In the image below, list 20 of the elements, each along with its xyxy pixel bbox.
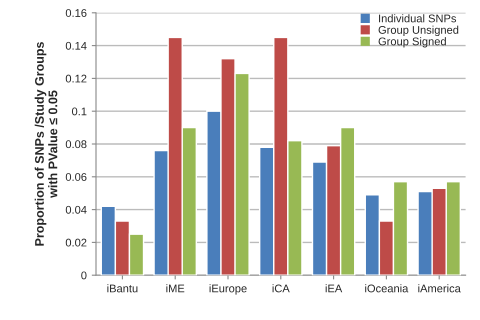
x-tick-label: iEA	[326, 284, 342, 292]
x-tick-label: iCA	[272, 284, 290, 292]
x-tick-label: iOceania	[365, 284, 408, 292]
y-tick-label: 0.14	[66, 42, 87, 50]
legend-label: Group Signed	[378, 37, 446, 48]
y-tick-label: 0.12	[66, 74, 86, 83]
x-tick-label: iME	[166, 284, 184, 292]
y-tick-label: 0.08	[66, 140, 86, 148]
y-tick-label: 0.04	[66, 206, 87, 214]
y-tick-label: 0	[81, 271, 87, 280]
y-tick-label: 0.1	[72, 107, 86, 116]
y-axis-title: Proportion of SNPs /Study Groups with PValue ≤ 0.05	[34, 42, 58, 246]
legend-label: Individual SNPs	[379, 14, 456, 22]
y-tick-label: 0.16	[66, 9, 86, 17]
y-tick-label: 0.06	[66, 173, 86, 181]
x-tick-label: iAmerica	[418, 284, 461, 292]
legend-label: Group Unsigned	[378, 26, 458, 36]
x-tick-label: iBantu	[107, 284, 138, 292]
x-tick-label: iEurope	[210, 284, 247, 295]
y-tick-label: 0.02	[66, 238, 86, 247]
